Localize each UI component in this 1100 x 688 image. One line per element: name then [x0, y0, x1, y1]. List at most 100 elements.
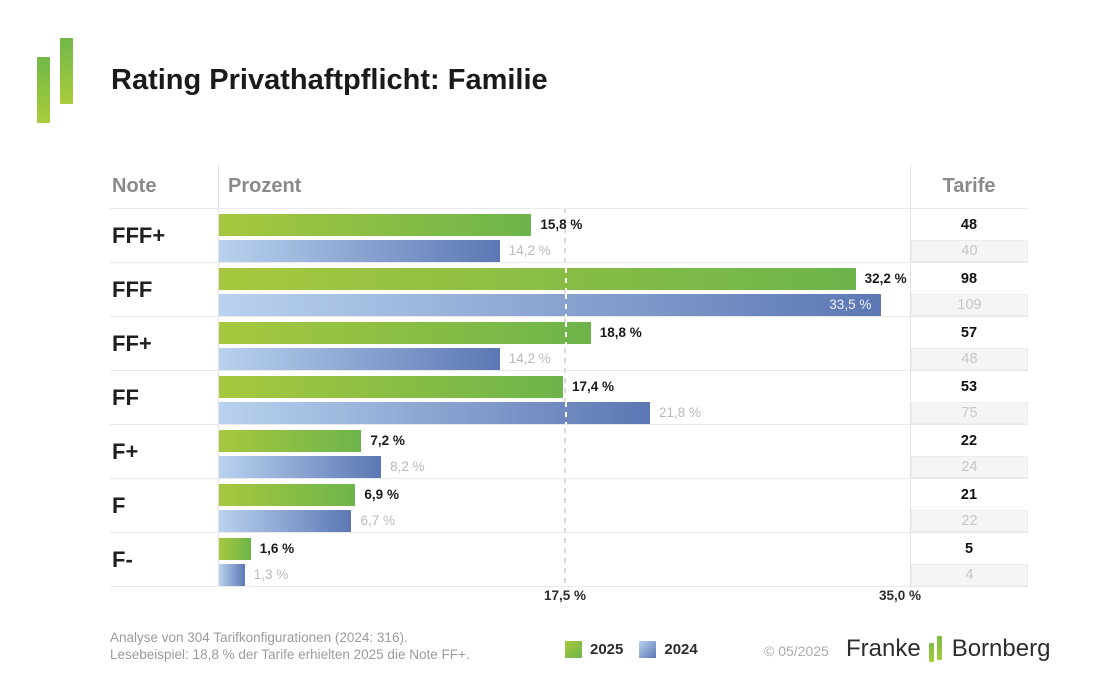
reference-line-overlay: [564, 402, 567, 424]
column-header-prozent: Prozent: [228, 175, 302, 197]
bar-value-label: 32,2 %: [864, 271, 907, 286]
chart-legend: 2025 2024: [565, 641, 698, 658]
bar-2025-F: 6,9 %: [219, 484, 399, 506]
bar-value-label: 18,8 %: [599, 325, 642, 340]
tarife-count-2025: 53: [960, 379, 978, 395]
page-title: Rating Privathaftpflicht: Familie: [111, 64, 548, 96]
footnote-line-2: Lesebeispiel: 18,8 % der Tarife erhielte…: [110, 647, 470, 662]
bar-value-label: 8,2 %: [390, 459, 425, 474]
tarife-count-2025: 98: [960, 271, 978, 287]
note-label: F+: [112, 438, 139, 464]
brand-part-franke: Franke: [846, 635, 921, 662]
bar-value-label: 7,2 %: [370, 433, 405, 448]
column-divider-prozent-tarife: [910, 165, 911, 587]
tarife-cell: 48 40: [910, 209, 1028, 262]
bar-value-label: 1,6 %: [259, 541, 295, 556]
rating-row-FF: FF 17,4 % 21,8 % 53 75: [110, 370, 1028, 424]
tarife-cell: 53 75: [910, 371, 1028, 424]
tarife-count-2025: 21: [960, 487, 978, 503]
tarife-count-2024: 40: [911, 240, 1028, 262]
rating-row-F: F 6,9 % 6,7 % 21 22: [110, 478, 1028, 532]
x-axis-tick-17-5: 17,5 %: [543, 588, 587, 603]
bar-value-label: 33,5 %: [829, 297, 872, 312]
bar-2024-FFF: 33,5 %: [219, 294, 882, 316]
bar-2024-FFF+: 14,2 %: [219, 240, 551, 262]
x-axis-tick-35-0: 35,0 %: [878, 588, 922, 603]
tarife-cell: 22 24: [910, 425, 1028, 478]
bar-value-label: 6,7 %: [360, 513, 395, 528]
bar-group: 7,2 % 8,2 %: [218, 425, 910, 478]
bar-group: 6,9 % 6,7 %: [218, 479, 910, 532]
rating-row-FF+: FF+ 18,8 % 14,2 % 57 48: [110, 316, 1028, 370]
logo-bar-left: [37, 57, 50, 123]
tarife-cell: 98 109: [910, 263, 1028, 316]
tarife-count-2024: 22: [911, 510, 1028, 532]
bar-2024-FF: 21,8 %: [219, 402, 701, 424]
bar-2025-FFF+: 15,8 %: [219, 214, 582, 236]
bar-value-label: 21,8 %: [659, 405, 702, 420]
bar-value-label: 14,2 %: [508, 243, 551, 258]
bar-2024-F+: 8,2 %: [219, 456, 425, 478]
note-label: FFF: [112, 276, 153, 302]
tarife-count-2025: 48: [960, 217, 978, 233]
bar-group: 15,8 % 14,2 %: [218, 209, 910, 262]
franke-bornberg-logo-icon: [37, 38, 77, 123]
legend-swatch-2024: [639, 641, 657, 658]
bar-group: 1,6 % 1,3 %: [218, 533, 910, 586]
tarife-count-2025: 22: [960, 433, 978, 449]
legend-item-2025: 2025: [565, 641, 623, 658]
table-rows: FFF+ 15,8 % 14,2 % 48 40 FFF 32,2 % 33,5 % 98 109…: [110, 208, 1028, 587]
bar-2025-FFF: 32,2 %: [219, 268, 907, 290]
bar-2024-F-: 1,3 %: [219, 564, 288, 586]
reference-line-overlay: [564, 268, 567, 290]
rating-row-FFF+: FFF+ 15,8 % 14,2 % 48 40: [110, 208, 1028, 262]
bar-value-label: 14,2 %: [508, 351, 551, 366]
legend-label-2025: 2025: [590, 641, 624, 658]
rating-row-F-: F- 1,6 % 1,3 % 5 4: [110, 532, 1028, 586]
bar-value-label: 15,8 %: [540, 217, 583, 232]
bar-2025-FF+: 18,8 %: [219, 322, 642, 344]
reference-line-overlay: [564, 322, 567, 344]
note-label: F: [112, 492, 126, 518]
note-label: F-: [112, 546, 133, 572]
column-header-tarife: Tarife: [942, 175, 996, 197]
brand-part-bornberg: Bornberg: [951, 635, 1051, 662]
tarife-count-2024: 4: [911, 564, 1028, 586]
rating-row-FFF: FFF 32,2 % 33,5 % 98 109: [110, 262, 1028, 316]
bar-value-label: 6,9 %: [364, 487, 399, 502]
tarife-count-2024: 75: [911, 402, 1028, 424]
rating-row-F+: F+ 7,2 % 8,2 % 22 24: [110, 424, 1028, 478]
note-label: FF+: [112, 330, 152, 356]
logo-bar-right: [60, 38, 73, 104]
bar-2024-FF+: 14,2 %: [219, 348, 551, 370]
bar-value-label: 17,4 %: [572, 379, 615, 394]
tarife-cell: 21 22: [910, 479, 1028, 532]
table-header-row: Note Prozent Tarife: [110, 165, 1028, 208]
brand-bars-icon: [928, 634, 945, 664]
column-divider-note-prozent: [218, 165, 219, 587]
bar-group: 32,2 % 33,5 %: [218, 263, 910, 316]
legend-item-2024: 2024: [639, 641, 698, 658]
analysis-footnote: Analyse von 304 Tarifkonfigurationen (20…: [110, 629, 470, 663]
tarife-count-2024: 48: [911, 348, 1028, 370]
bar-2024-F: 6,7 %: [219, 510, 395, 532]
bar-value-label: 1,3 %: [253, 567, 289, 582]
tarife-count-2024: 109: [911, 294, 1028, 316]
tarife-count-2025: 5: [964, 541, 974, 557]
franke-bornberg-wordmark: Franke Bornberg: [846, 634, 1050, 664]
tarife-cell: 57 48: [910, 317, 1028, 370]
bar-2025-F-: 1,6 %: [219, 538, 294, 560]
legend-label-2024: 2024: [664, 641, 698, 658]
bar-2025-FF: 17,4 %: [219, 376, 614, 398]
bar-2025-F+: 7,2 %: [219, 430, 405, 452]
bar-group: 17,4 % 21,8 %: [218, 371, 910, 424]
footnote-line-1: Analyse von 304 Tarifkonfigurationen (20…: [110, 630, 408, 645]
tarife-count-2025: 57: [960, 325, 978, 341]
tarife-count-2024: 24: [911, 456, 1028, 478]
rating-table: Note Prozent Tarife FFF+ 15,8 % 14,2 % 48 40…: [110, 165, 1028, 587]
note-label: FF: [112, 384, 139, 410]
copyright-text: © 05/2025: [764, 643, 829, 659]
legend-swatch-2025: [565, 641, 582, 658]
